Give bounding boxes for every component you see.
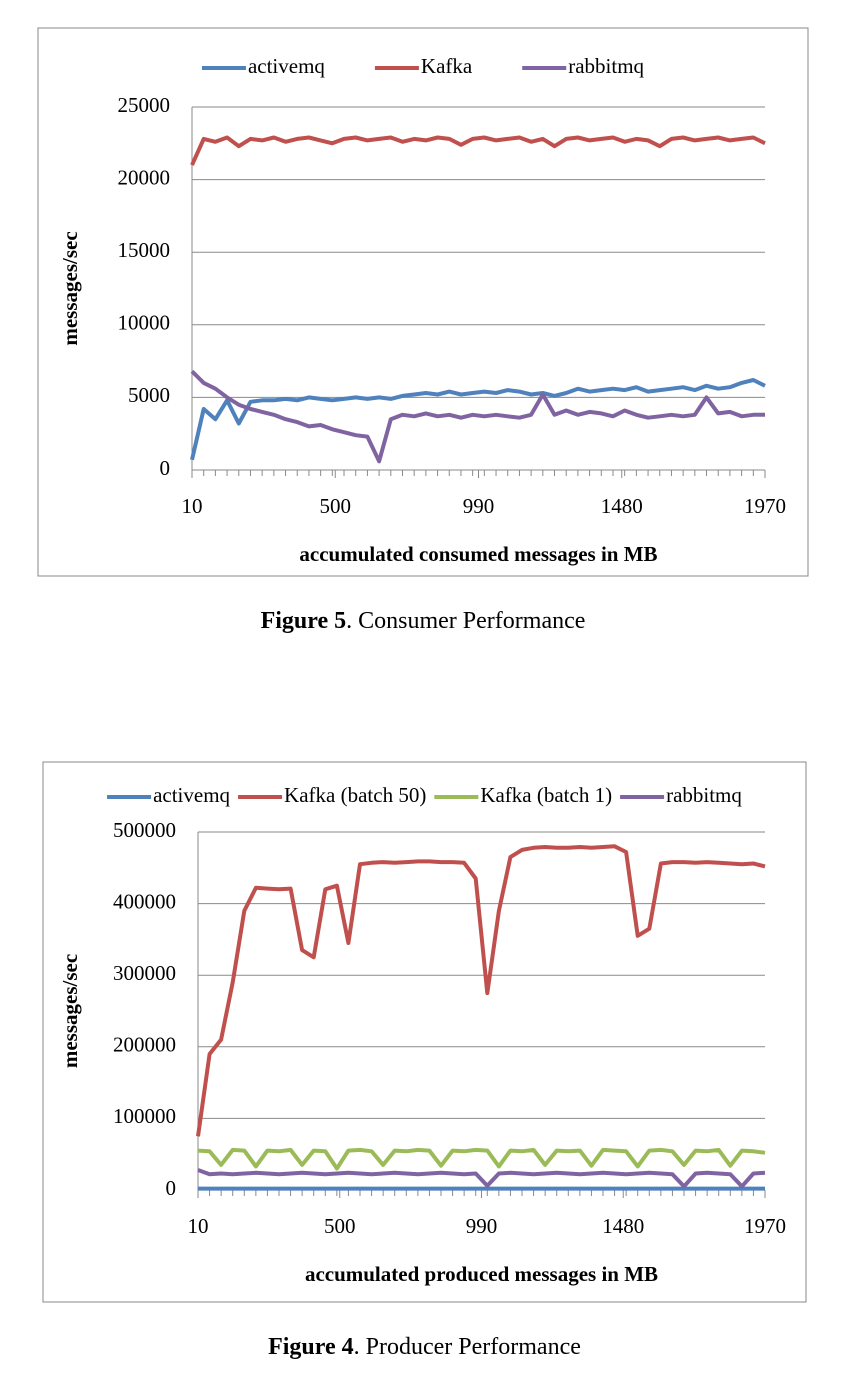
series-line (190, 369, 765, 464)
x-tick-label: 10 (188, 1214, 209, 1238)
x-tick-label: 1970 (744, 494, 786, 518)
y-tick-label: 15000 (118, 238, 171, 262)
x-tick-label: 10 (182, 494, 203, 518)
caption: Figure 4. Producer Performance (268, 1334, 581, 1360)
legend-label: rabbitmq (666, 783, 742, 807)
legend-label: Kafka (batch 1) (480, 783, 612, 807)
caption-figure: Figure 5 (261, 608, 347, 634)
x-axis-label: accumulated consumed messages in MB (299, 542, 657, 566)
y-tick-label: 0 (166, 1176, 177, 1200)
x-tick-label: 990 (463, 494, 495, 518)
y-tick-label: 200000 (113, 1033, 176, 1057)
legend-label: activemq (153, 783, 230, 807)
y-axis-label: messages/sec (58, 231, 82, 345)
y-tick-label: 400000 (113, 889, 176, 913)
chart-frame (42, 761, 807, 1303)
y-tick-label: 5000 (128, 383, 170, 407)
series-line (190, 135, 766, 166)
series-line (197, 1147, 766, 1171)
y-tick-label: 20000 (118, 165, 171, 189)
y-tick-label: 0 (160, 456, 171, 480)
x-tick-label: 500 (324, 1214, 356, 1238)
y-tick-label: 100000 (113, 1104, 176, 1128)
x-tick-label: 990 (466, 1214, 498, 1238)
x-tick-label: 1480 (601, 494, 643, 518)
legend: activemq Kafka rabbitmq (201, 54, 645, 78)
x-tick-label: 1970 (744, 1214, 786, 1238)
caption-text: . Producer Performance (354, 1334, 581, 1360)
series-line (190, 378, 766, 461)
y-tick-label: 500000 (113, 818, 176, 842)
y-tick-label: 10000 (118, 311, 171, 335)
x-axis-label: accumulated produced messages in MB (305, 1262, 658, 1286)
series-line (197, 1168, 766, 1189)
legend: activemq Kafka (batch 50) Kafka (batch 1) r… (107, 783, 742, 807)
legend-label: rabbitmq (568, 54, 644, 78)
y-axis-label: messages/sec (58, 954, 82, 1068)
legend-label: Kafka (batch 50) (284, 783, 426, 807)
chart-frame (37, 27, 809, 577)
legend-label: activemq (248, 54, 325, 78)
caption: Figure 5. Consumer Performance (261, 608, 586, 634)
x-tick-label: 500 (320, 494, 352, 518)
legend-label: Kafka (421, 54, 473, 78)
caption-figure: Figure 4 (268, 1334, 354, 1360)
series-line (196, 844, 766, 1137)
caption-text: . Consumer Performance (346, 608, 585, 634)
y-tick-label: 300000 (113, 961, 176, 985)
x-tick-label: 1480 (602, 1214, 644, 1238)
y-tick-label: 25000 (118, 93, 171, 117)
